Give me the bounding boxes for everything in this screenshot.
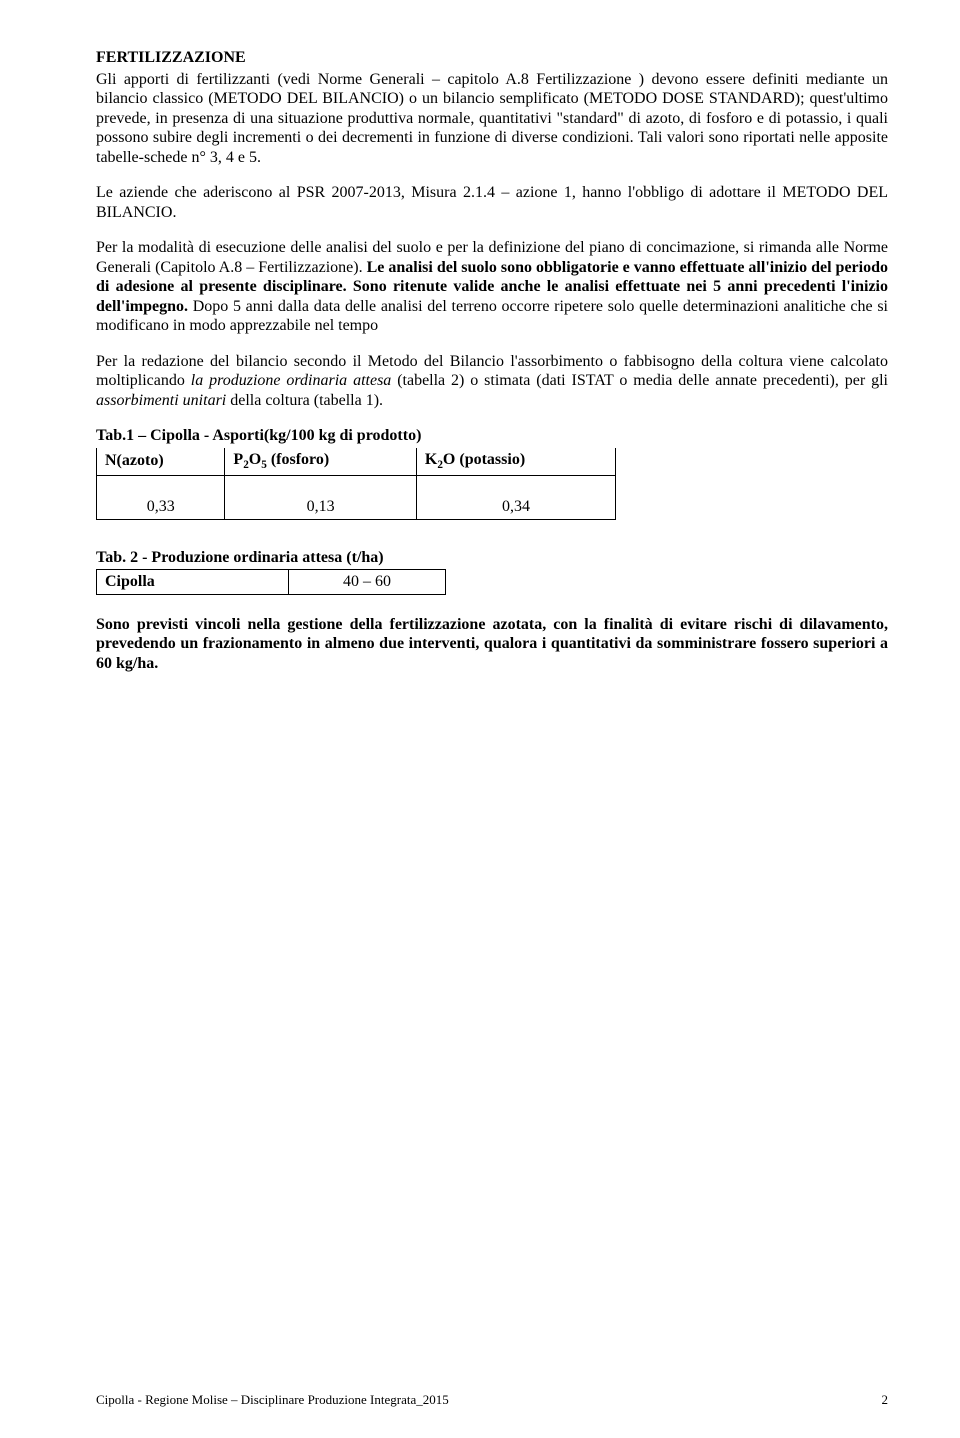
intro-paragraph: Gli apporti di fertilizzanti (vedi Norme… [96, 70, 888, 168]
bilancio-mid: (tabella 2) o stimata (dati ISTAT o medi… [391, 372, 888, 389]
cell-crop-value: 40 – 60 [288, 570, 445, 595]
cell [416, 475, 615, 495]
cell-fosforo: 0,13 [225, 495, 416, 519]
table-row: N(azoto) P2O5 (fosforo) K2O (potassio) [97, 448, 616, 475]
cell-azoto: 0,33 [97, 495, 225, 519]
bilancio-end: della coltura (tabella 1). [226, 392, 383, 409]
tab1-caption: Tab.1 – Cipolla - Asporti(kg/100 kg di p… [96, 426, 888, 446]
tab2-caption: Tab. 2 - Produzione ordinaria attesa (t/… [96, 548, 888, 568]
bilancio-paragraph: Per la redazione del bilancio secondo il… [96, 352, 888, 411]
table-row: Cipolla 40 – 60 [97, 570, 446, 595]
bilancio-italic-1: la produzione ordinaria attesa [191, 372, 392, 389]
footer-page-number: 2 [882, 1392, 889, 1408]
table-asporti: N(azoto) P2O5 (fosforo) K2O (potassio) 0… [96, 448, 616, 520]
cell-crop-label: Cipolla [97, 570, 289, 595]
footer-left: Cipolla - Regione Molise – Disciplinare … [96, 1392, 449, 1408]
col-header-potassio: K2O (potassio) [416, 448, 615, 475]
col-header-azoto: N(azoto) [97, 448, 225, 475]
col-header-fosforo: P2O5 (fosforo) [225, 448, 416, 475]
table-row: 0,33 0,13 0,34 [97, 495, 616, 519]
page-footer: Cipolla - Regione Molise – Disciplinare … [96, 1392, 888, 1408]
table-produzione: Cipolla 40 – 60 [96, 569, 446, 595]
cell [225, 475, 416, 495]
analysis-text-2: Dopo 5 anni dalla data delle analisi del… [96, 298, 888, 335]
page-title: FERTILIZZAZIONE [96, 48, 888, 68]
bilancio-italic-2: assorbimenti unitari [96, 392, 226, 409]
table-row [97, 475, 616, 495]
vincoli-paragraph: Sono previsti vincoli nella gestione del… [96, 615, 888, 674]
psr-paragraph: Le aziende che aderiscono al PSR 2007-20… [96, 183, 888, 222]
analysis-paragraph: Per la modalità di esecuzione delle anal… [96, 238, 888, 336]
cell [97, 475, 225, 495]
cell-potassio: 0,34 [416, 495, 615, 519]
